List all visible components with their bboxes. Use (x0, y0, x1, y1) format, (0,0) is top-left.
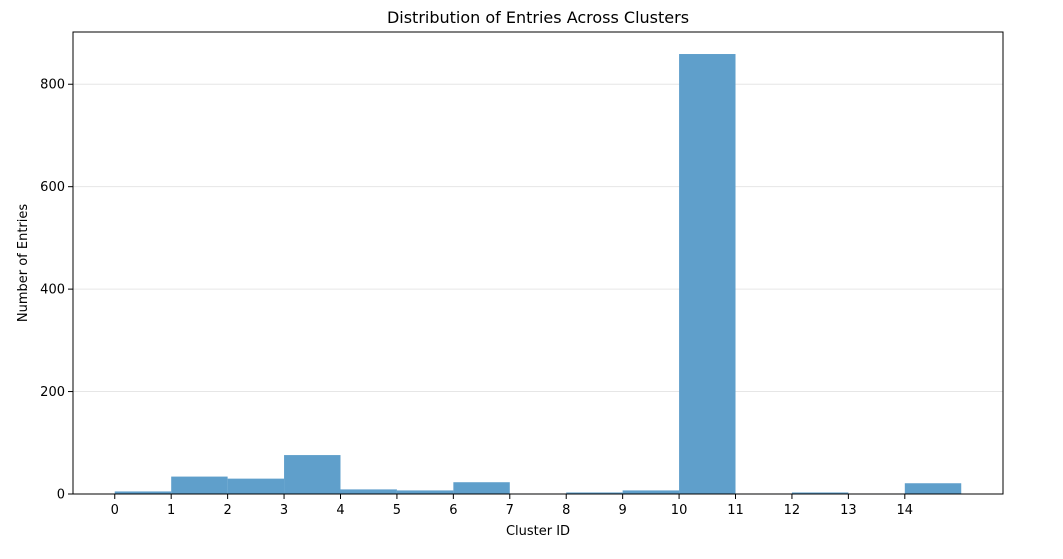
y-tick-label: 0 (57, 488, 65, 503)
bar-2 (227, 478, 285, 494)
x-tick-label: 10 (671, 503, 688, 518)
bar-14 (904, 483, 962, 494)
y-axis-ticks: 0 200 400 600 800 (40, 78, 73, 503)
bar-9 (622, 490, 680, 494)
x-tick-label: 8 (562, 503, 570, 518)
y-tick-label: 800 (40, 78, 65, 93)
bar-6 (453, 482, 510, 494)
bars (114, 54, 962, 495)
gridlines (73, 83, 1003, 393)
bar-1 (171, 476, 228, 494)
x-tick-label: 12 (784, 503, 801, 518)
y-tick-label: 200 (40, 385, 65, 400)
x-tick-label: 2 (223, 503, 231, 518)
bar-5 (396, 490, 454, 494)
x-axis-ticks: 0 1 2 3 4 5 6 7 8 9 10 11 12 13 14 (111, 494, 913, 518)
x-tick-label: 5 (393, 503, 401, 518)
bar-12 (791, 492, 849, 494)
bar-8 (566, 492, 623, 494)
x-tick-label: 6 (449, 503, 457, 518)
y-tick-label: 400 (40, 283, 65, 298)
y-tick-label: 600 (40, 180, 65, 195)
x-tick-label: 7 (506, 503, 514, 518)
bar-3 (284, 455, 341, 494)
x-tick-label: 1 (167, 503, 175, 518)
x-axis-label: Cluster ID (506, 524, 570, 539)
chart-title: Distribution of Entries Across Clusters (387, 8, 689, 27)
x-tick-label: 9 (619, 503, 627, 518)
x-tick-label: 13 (840, 503, 857, 518)
x-tick-label: 4 (336, 503, 344, 518)
plot-frame (72, 31, 1004, 495)
x-tick-label: 3 (280, 503, 288, 518)
y-axis-label: Number of Entries (16, 204, 31, 323)
bar-10 (679, 54, 736, 495)
x-tick-label: 14 (897, 503, 914, 518)
bar-0 (114, 491, 172, 494)
x-tick-label: 0 (111, 503, 119, 518)
bar-4 (340, 489, 397, 494)
x-tick-label: 11 (727, 503, 744, 518)
